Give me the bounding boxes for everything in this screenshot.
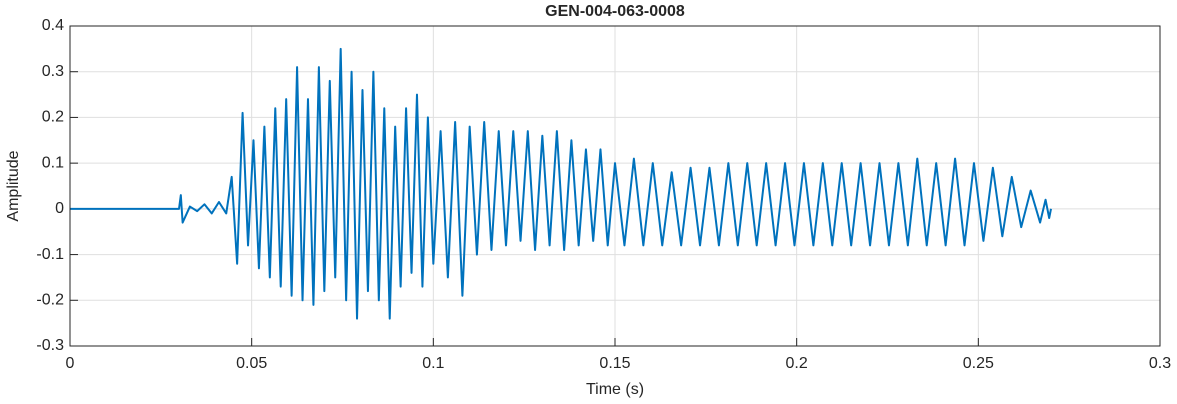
y-tick-label: 0	[55, 200, 64, 217]
y-tick-label: -0.2	[36, 292, 64, 309]
y-tick-label: -0.1	[36, 246, 64, 263]
y-tick-label: 0.1	[42, 154, 64, 171]
x-tick-label: 0.05	[236, 355, 267, 372]
y-tick-label: -0.3	[36, 337, 64, 354]
x-tick-label: 0.1	[422, 355, 444, 372]
x-tick-label: 0.15	[599, 355, 630, 372]
y-tick-label: 0.2	[42, 109, 64, 126]
y-tick-label: 0.4	[42, 17, 64, 34]
y-axis-label: Amplitude	[5, 150, 22, 221]
axes-box	[69, 25, 1161, 347]
x-tick-label: 0.3	[1149, 355, 1171, 372]
x-tick-label: 0.2	[786, 355, 808, 372]
x-tick-label: 0.25	[963, 355, 994, 372]
x-tick-label: 0	[66, 355, 75, 372]
chart-title: GEN-004-063-0008	[545, 3, 685, 20]
y-tick-label: 0.3	[42, 63, 64, 80]
x-axis-label: Time (s)	[586, 381, 644, 398]
signal-line	[70, 47, 1052, 320]
